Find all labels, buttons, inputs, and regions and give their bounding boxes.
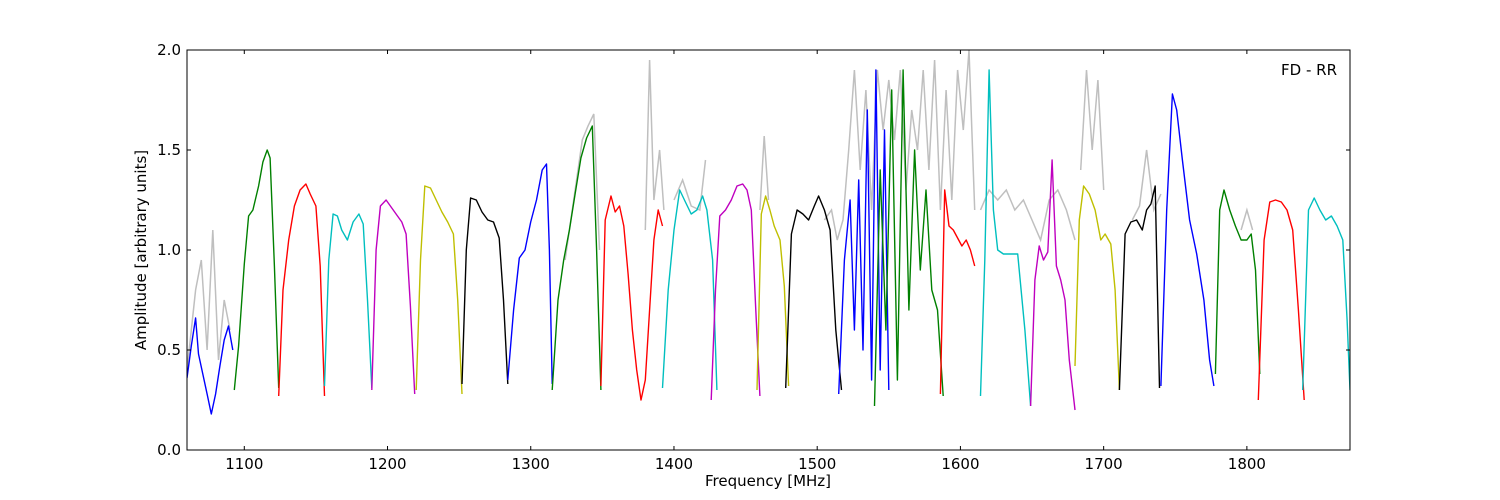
- x-axis: 1100 1200 1300 1400 1500 1600 1700 1800: [225, 50, 1266, 473]
- x-tick-label: 1200: [368, 455, 406, 473]
- series-line-21: [1160, 93, 1215, 387]
- series-line-3: [323, 213, 373, 389]
- series-line-16: [939, 189, 976, 395]
- background-series-line-0: [187, 229, 231, 371]
- y-tick-label: 1.5: [157, 141, 181, 159]
- background-series-group: [187, 50, 1254, 371]
- background-series-line-2: [644, 59, 665, 231]
- series-group: [187, 69, 1350, 415]
- series-line-9: [600, 195, 664, 401]
- x-tick-label: 1500: [798, 455, 836, 473]
- series-line-7: [507, 163, 553, 385]
- series-line-20: [1118, 185, 1161, 391]
- y-tick-label: 0.5: [157, 341, 181, 359]
- background-series-line-6: [979, 188, 1076, 243]
- x-tick-label: 1400: [655, 455, 693, 473]
- x-tick-label: 1300: [512, 455, 550, 473]
- series-line-19: [1074, 185, 1121, 391]
- x-axis-label: Frequency [MHz]: [705, 472, 831, 490]
- series-line-5: [415, 185, 463, 395]
- x-tick-label: 1600: [941, 455, 979, 473]
- chart-annotation: FD - RR: [1281, 61, 1337, 79]
- y-tick-label: 2.0: [157, 41, 181, 59]
- series-line-22: [1214, 189, 1261, 375]
- y-axis-label: Amplitude [arbitrary units]: [132, 150, 150, 350]
- series-line-6: [461, 197, 509, 385]
- series-line-10: [661, 189, 718, 391]
- plot-area: [187, 50, 1350, 450]
- series-line-24: [1302, 197, 1350, 391]
- series-line-1: [233, 149, 280, 391]
- x-tick-label: 1700: [1085, 455, 1123, 473]
- series-line-4: [371, 199, 416, 395]
- x-tick-label: 1800: [1228, 455, 1266, 473]
- background-series-line-3: [673, 159, 707, 212]
- series-line-11: [710, 183, 761, 401]
- series-line-2: [278, 183, 326, 397]
- x-tick-label: 1100: [225, 455, 263, 473]
- series-line-12: [756, 195, 790, 391]
- series-line-17: [979, 69, 1032, 407]
- series-line-18: [1029, 159, 1076, 411]
- background-series-line-9: [1240, 207, 1254, 231]
- series-line-0: [187, 317, 234, 415]
- y-tick-label: 1.0: [157, 241, 181, 259]
- y-axis: 0.0 0.5 1.0 1.5 2.0: [157, 41, 1350, 459]
- y-tick-label: 0.0: [157, 441, 181, 459]
- background-series-line-5: [823, 50, 976, 241]
- series-line-8: [551, 125, 602, 391]
- series-line-23: [1257, 199, 1305, 401]
- series-line-14: [838, 69, 890, 395]
- series-line-15: [873, 69, 944, 407]
- background-series-line-4: [759, 135, 770, 211]
- series-line-13: [785, 195, 843, 391]
- background-series-line-7: [1079, 69, 1105, 191]
